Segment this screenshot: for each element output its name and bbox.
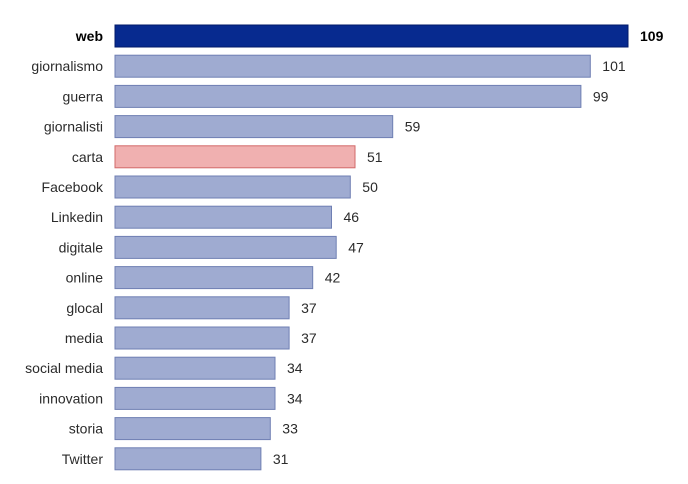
value-label: 50 — [362, 179, 378, 195]
value-label: 37 — [301, 300, 317, 316]
category-label: innovation — [39, 390, 103, 406]
category-label: Linkedin — [51, 209, 103, 225]
value-label: 59 — [405, 119, 421, 135]
category-label: digitale — [59, 239, 104, 255]
bar-twitter — [114, 447, 262, 471]
bar-innovation — [114, 386, 276, 410]
category-label: carta — [72, 149, 103, 165]
category-label: social media — [25, 360, 103, 376]
bar-media — [114, 326, 290, 350]
bars-group — [114, 24, 629, 471]
value-label: 46 — [344, 209, 360, 225]
value-label: 101 — [602, 58, 626, 74]
bar-social-media — [114, 356, 276, 380]
value-label: 42 — [325, 270, 341, 286]
bar-carta — [114, 145, 356, 169]
value-label: 99 — [593, 88, 609, 104]
category-label: online — [66, 270, 104, 286]
value-label: 47 — [348, 239, 364, 255]
value-label: 109 — [640, 28, 664, 44]
bar-giornalisti — [114, 115, 394, 139]
bar-guerra — [114, 84, 582, 108]
bar-facebook — [114, 175, 351, 199]
category-label: glocal — [66, 300, 103, 316]
category-label: Facebook — [42, 179, 104, 195]
category-label: giornalisti — [44, 119, 103, 135]
bar-linkedin — [114, 205, 332, 229]
category-label: Twitter — [62, 451, 104, 467]
bar-digitale — [114, 235, 337, 259]
bar-giornalismo — [114, 54, 591, 78]
value-label: 33 — [282, 421, 298, 437]
category-labels-group: web giornalismo guerra giornalisti carta Face… — [25, 28, 104, 467]
category-label: giornalismo — [31, 58, 103, 74]
bar-storia — [114, 417, 271, 441]
bar-glocal — [114, 296, 290, 320]
category-label: media — [65, 330, 103, 346]
value-label: 31 — [273, 451, 289, 467]
category-label: storia — [69, 421, 103, 437]
value-label: 37 — [301, 330, 317, 346]
value-label: 34 — [287, 390, 303, 406]
bar-web — [114, 24, 629, 48]
bar-online — [114, 266, 314, 290]
value-label: 34 — [287, 360, 303, 376]
value-label: 51 — [367, 149, 383, 165]
category-label: web — [75, 28, 103, 44]
category-label: guerra — [63, 88, 104, 104]
